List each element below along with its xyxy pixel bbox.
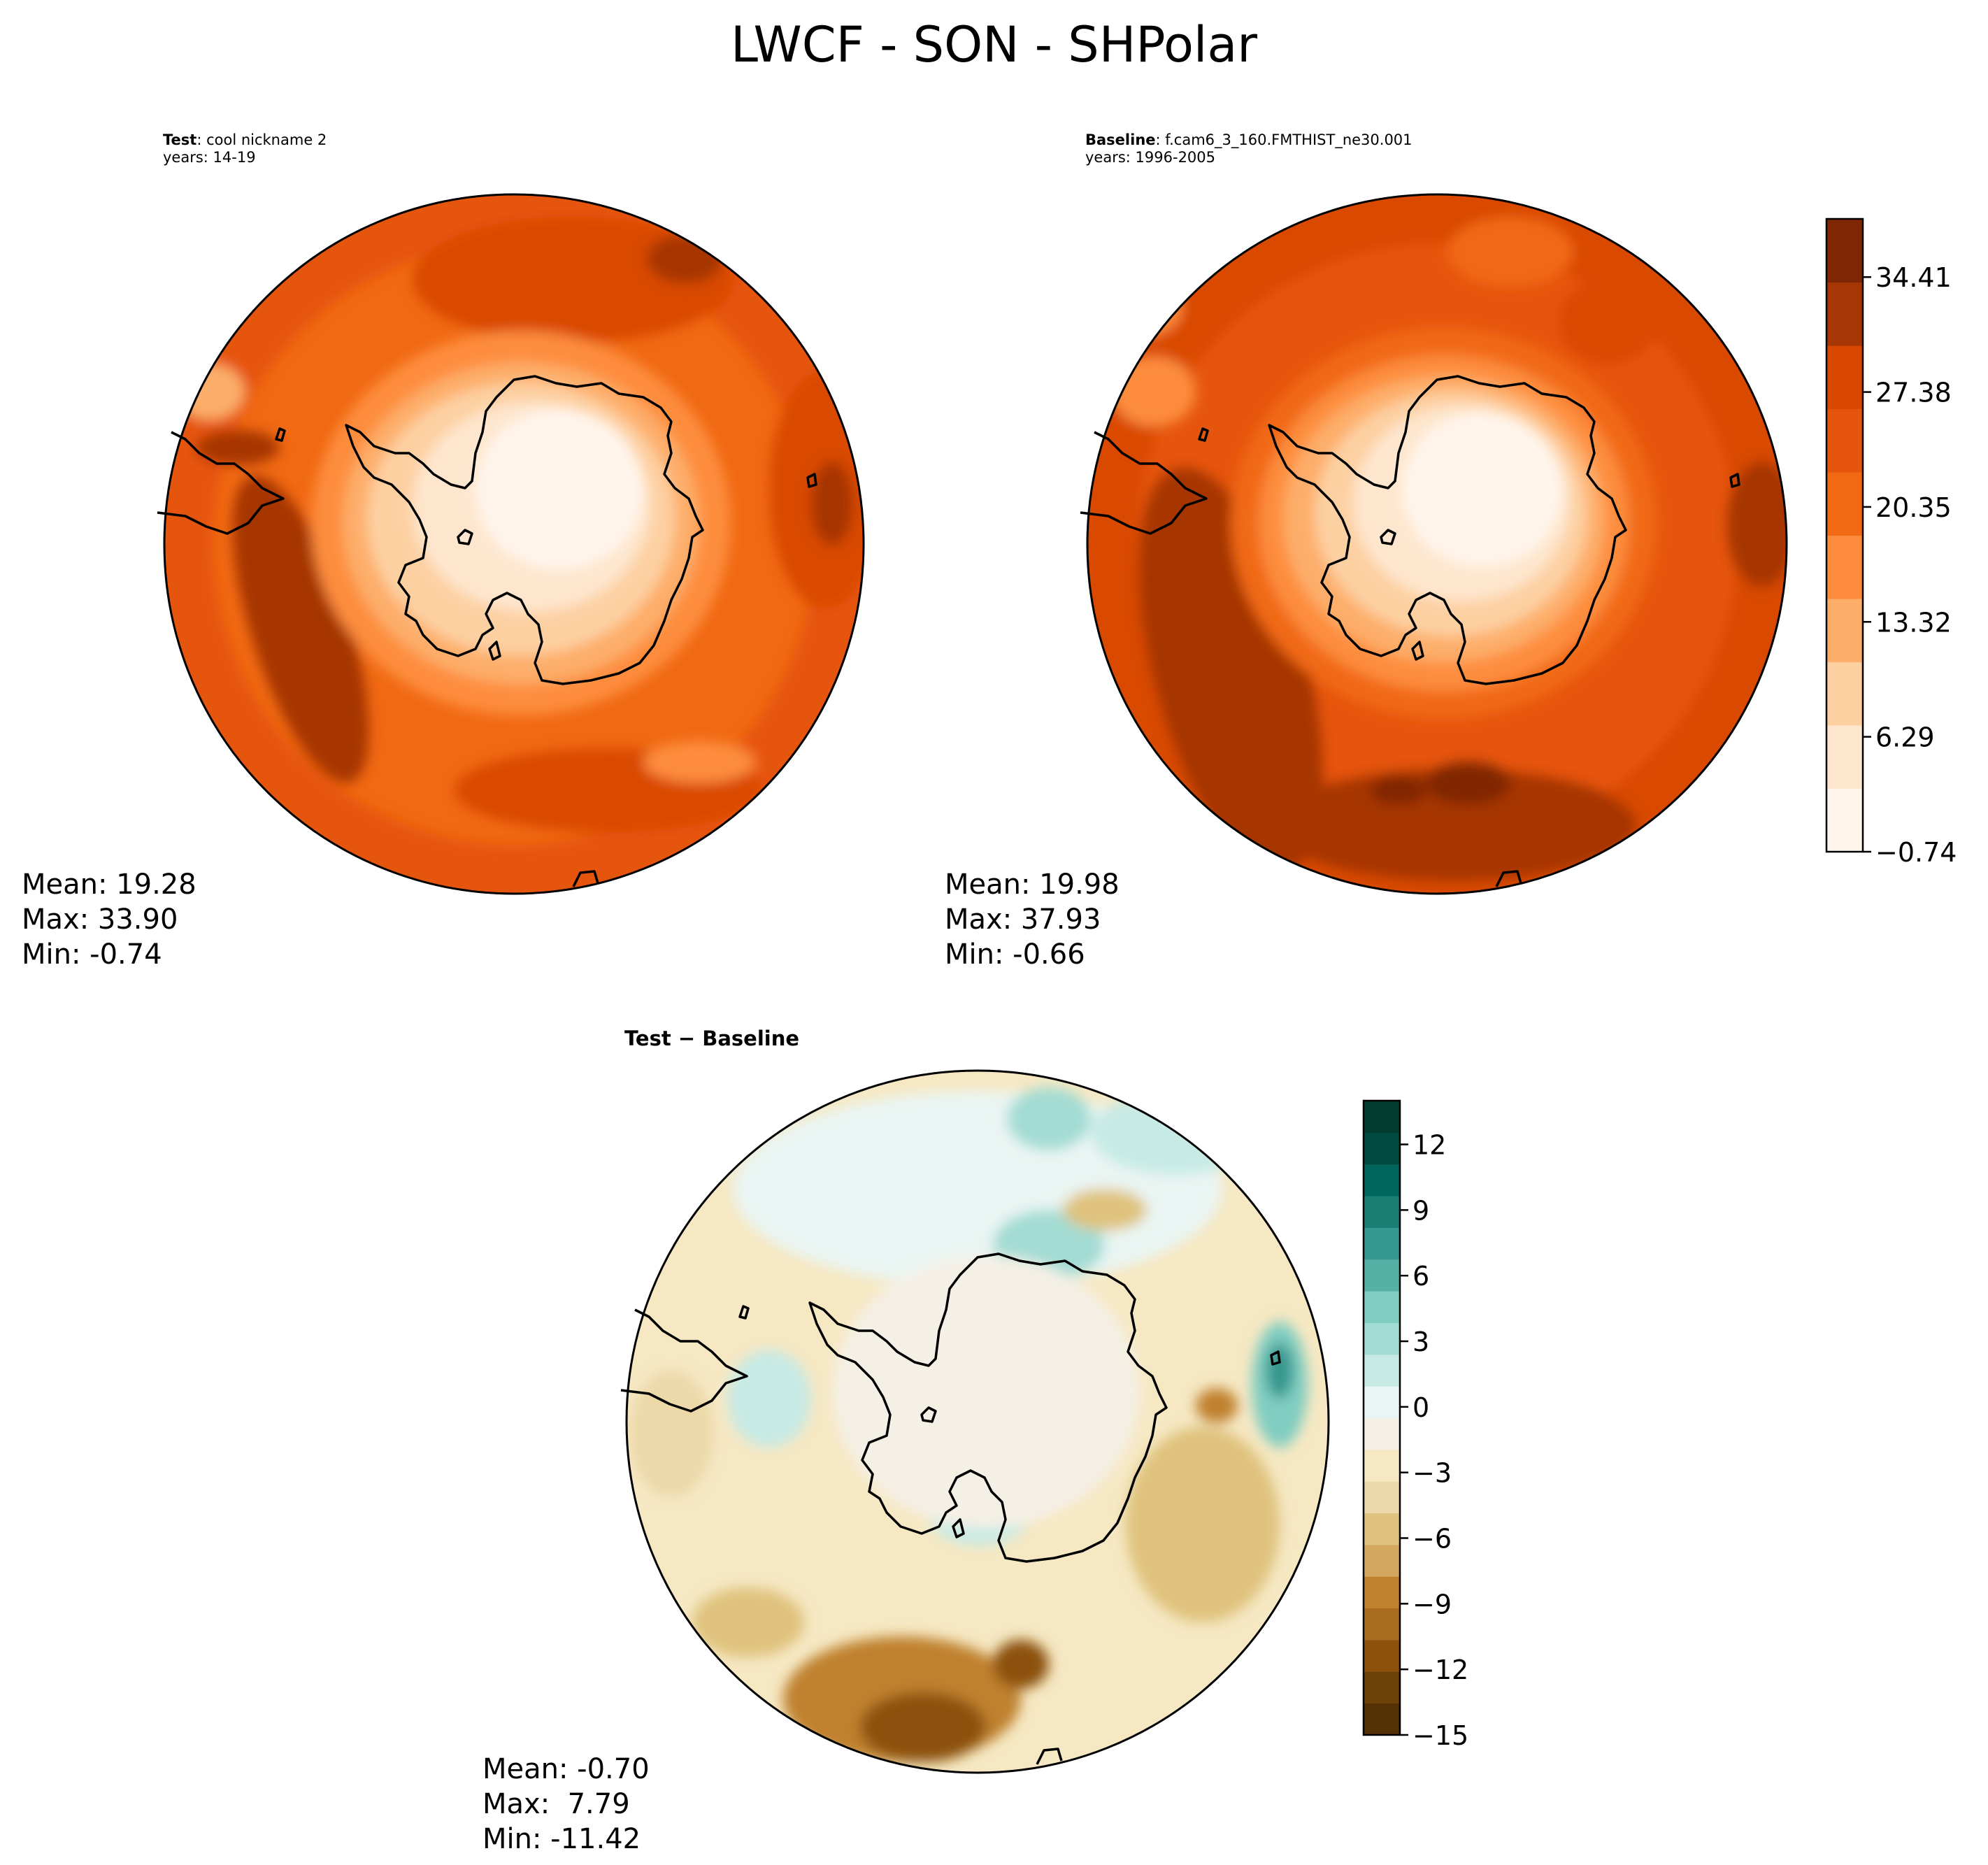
colorbar-main-tick-label: 6.29 (1875, 722, 1935, 753)
colorbar-main-color-4 (1826, 535, 1863, 599)
test-mean: Mean: 19.28 (22, 869, 196, 901)
colorbar-diff-tick-label: −9 (1413, 1589, 1452, 1620)
colorbar-diff-tick-label: −6 (1413, 1524, 1452, 1555)
baseline-case-name: : f.cam6_3_160.FMTHIST_ne30.001 (1155, 131, 1413, 148)
test-case-name: : cool nickname 2 (196, 131, 327, 148)
colorbar-diff-color-3 (1364, 1608, 1400, 1641)
test-min: Min: -0.74 (22, 938, 162, 971)
colorbar-main-color-9 (1826, 219, 1863, 283)
colorbar-diff-tick-label: 3 (1413, 1327, 1429, 1357)
colorbar-main-tick-label: 20.35 (1875, 492, 1952, 523)
colorbar-diff-color-15 (1364, 1227, 1400, 1260)
test-stats: Mean: 19.28 Max: 33.90 Min: -0.74 (22, 867, 196, 972)
colorbar-diff-color-1 (1364, 1671, 1400, 1704)
colorbar-main-color-8 (1826, 282, 1863, 346)
test-panel-header: Test: cool nickname 2 years: 14-19 (163, 131, 327, 166)
test-label: Test (163, 131, 197, 148)
colorbar-diff-color-18 (1364, 1132, 1400, 1165)
colorbar-diff-color-17 (1364, 1164, 1400, 1196)
colorbar-main-color-0 (1826, 788, 1863, 852)
baseline-stats: Mean: 19.98 Max: 37.93 Min: -0.66 (945, 867, 1120, 972)
colorbar-diff: −15 −12 −9 −6 −3 0 3 6 9 12 (1362, 1099, 1468, 1751)
baseline-map (1079, 193, 1788, 895)
colorbar-diff-color-11 (1364, 1354, 1400, 1387)
diff-stats: Mean: -0.70 Max: 7.79 Min: -11.42 (482, 1752, 650, 1857)
colorbar-diff-color-6 (1364, 1513, 1400, 1545)
colorbar-diff-color-19 (1364, 1101, 1400, 1133)
colorbar-diff-color-7 (1364, 1481, 1400, 1514)
colorbar-diff-color-12 (1364, 1322, 1400, 1355)
colorbar-diff-color-10 (1364, 1386, 1400, 1419)
baseline-min: Min: -0.66 (945, 938, 1085, 971)
colorbar-diff-color-2 (1364, 1639, 1400, 1672)
colorbar-main-frame (1825, 217, 1864, 853)
colorbar-diff-tick-label: 0 (1413, 1392, 1429, 1423)
colorbar-diff-color-8 (1364, 1449, 1400, 1482)
colorbar-diff-tick-label: −15 (1413, 1720, 1468, 1751)
colorbar-main-tick-label: 27.38 (1875, 378, 1952, 408)
colorbar-diff-color-4 (1364, 1576, 1400, 1609)
colorbar-diff-color-0 (1364, 1703, 1400, 1736)
colorbar-main-color-6 (1826, 408, 1863, 473)
colorbar-diff-tick-label: −12 (1413, 1655, 1468, 1685)
colorbar-main-color-1 (1826, 725, 1863, 789)
diff-min: Min: -11.42 (482, 1823, 641, 1855)
colorbar-main-color-5 (1826, 472, 1863, 536)
colorbar-main: −0.74 6.29 13.32 20.35 27.38 34.41 (1825, 217, 1957, 868)
baseline-max: Max: 37.93 (945, 903, 1101, 936)
test-years: years: 14-19 (163, 149, 256, 166)
colorbar-diff-color-14 (1364, 1259, 1400, 1292)
baseline-mean: Mean: 19.98 (945, 869, 1120, 901)
baseline-years: years: 1996-2005 (1085, 149, 1216, 166)
colorbar-main-color-3 (1826, 599, 1863, 663)
colorbar-diff-color-13 (1364, 1291, 1400, 1324)
colorbar-main-tick-label: 34.41 (1875, 262, 1952, 293)
colorbar-diff-tick-label: −3 (1413, 1458, 1452, 1489)
colorbar-main-tick-label: 13.32 (1875, 607, 1952, 638)
colorbar-diff-color-5 (1364, 1544, 1400, 1577)
baseline-panel-header: Baseline: f.cam6_3_160.FMTHIST_ne30.001 … (1085, 131, 1413, 166)
colorbar-diff-color-9 (1364, 1417, 1400, 1450)
diff-panel-title: Test − Baseline (624, 1027, 800, 1050)
test-map (156, 193, 865, 895)
test-max: Max: 33.90 (22, 903, 178, 936)
colorbar-main-color-2 (1826, 662, 1863, 726)
colorbar-diff-tick-label: 12 (1413, 1130, 1446, 1161)
colorbar-diff-tick-label: 6 (1413, 1261, 1429, 1292)
diff-map (620, 1069, 1330, 1774)
baseline-label: Baseline (1085, 131, 1156, 148)
diff-max: Max: 7.79 (482, 1788, 630, 1820)
colorbar-diff-color-16 (1364, 1196, 1400, 1228)
colorbar-main-color-7 (1826, 345, 1863, 410)
diff-mean: Mean: -0.70 (482, 1753, 650, 1785)
figure-title: LWCF - SON - SHPolar (730, 16, 1258, 73)
colorbar-diff-frame (1362, 1099, 1401, 1736)
colorbar-main-tick-label: −0.74 (1875, 837, 1957, 868)
colorbar-diff-tick-label: 9 (1413, 1195, 1429, 1226)
